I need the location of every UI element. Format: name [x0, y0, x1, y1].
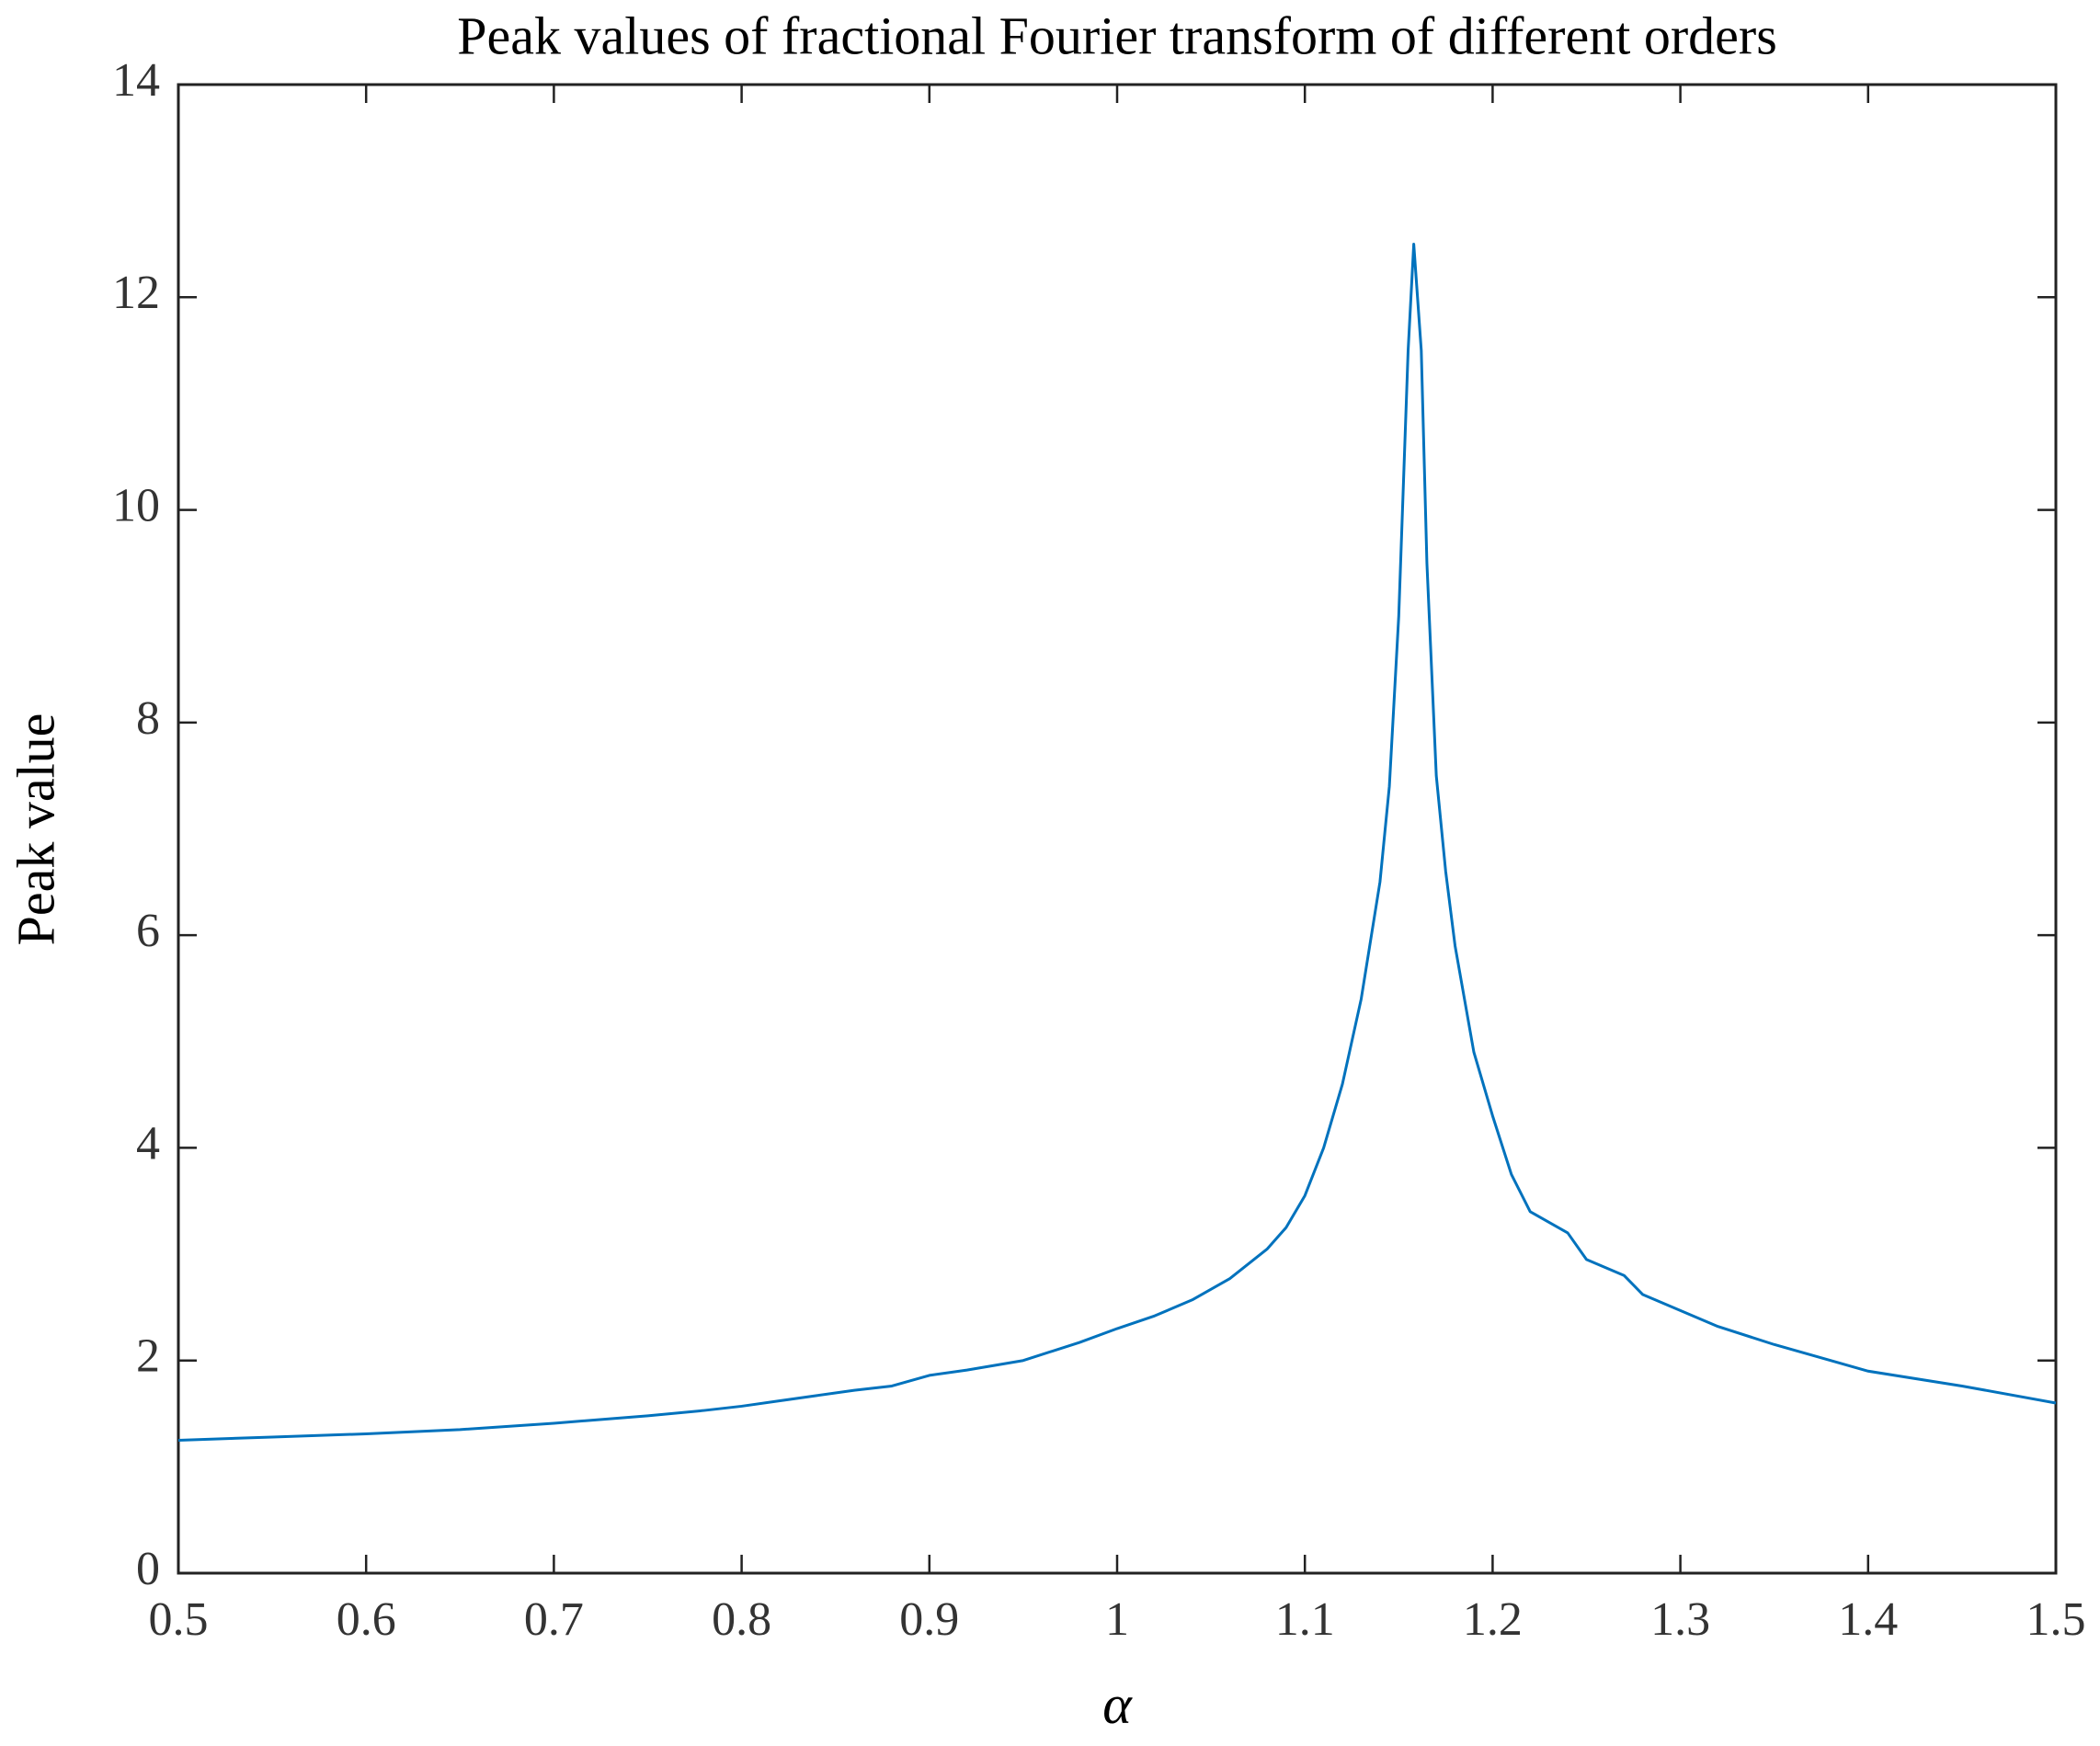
y-tick-label: 10: [112, 480, 160, 532]
x-tick-label: 0.6: [337, 1593, 396, 1646]
x-tick-label: 1.3: [1650, 1593, 1710, 1646]
x-tick-label: 1.5: [2026, 1593, 2086, 1646]
x-tick-label: 0.8: [712, 1593, 771, 1646]
y-tick-label: 6: [136, 905, 160, 957]
y-tick-label: 0: [136, 1543, 160, 1595]
x-tick-label: 1.1: [1275, 1593, 1335, 1646]
y-tick-label: 8: [136, 692, 160, 745]
x-tick-label: 1: [1105, 1593, 1129, 1646]
y-tick-label: 12: [112, 267, 160, 319]
y-tick-label: 4: [136, 1117, 160, 1170]
y-tick-label: 14: [112, 54, 160, 107]
plot-frame: [177, 83, 2058, 1575]
x-tick-label: 0.5: [149, 1593, 209, 1646]
y-tick-label: 2: [136, 1330, 160, 1383]
data-line: [177, 242, 2057, 1442]
x-tick-label: 0.7: [524, 1593, 584, 1646]
x-tick-label: 1.2: [1463, 1593, 1523, 1646]
x-tick-label: 1.4: [1838, 1593, 1898, 1646]
x-axis-label: α: [1102, 1674, 1133, 1735]
x-tick-label: 0.9: [899, 1593, 959, 1646]
y-axis-label: Peak value: [6, 713, 65, 946]
chart-title: Peak values of fractional Fourier transf…: [457, 6, 1777, 65]
